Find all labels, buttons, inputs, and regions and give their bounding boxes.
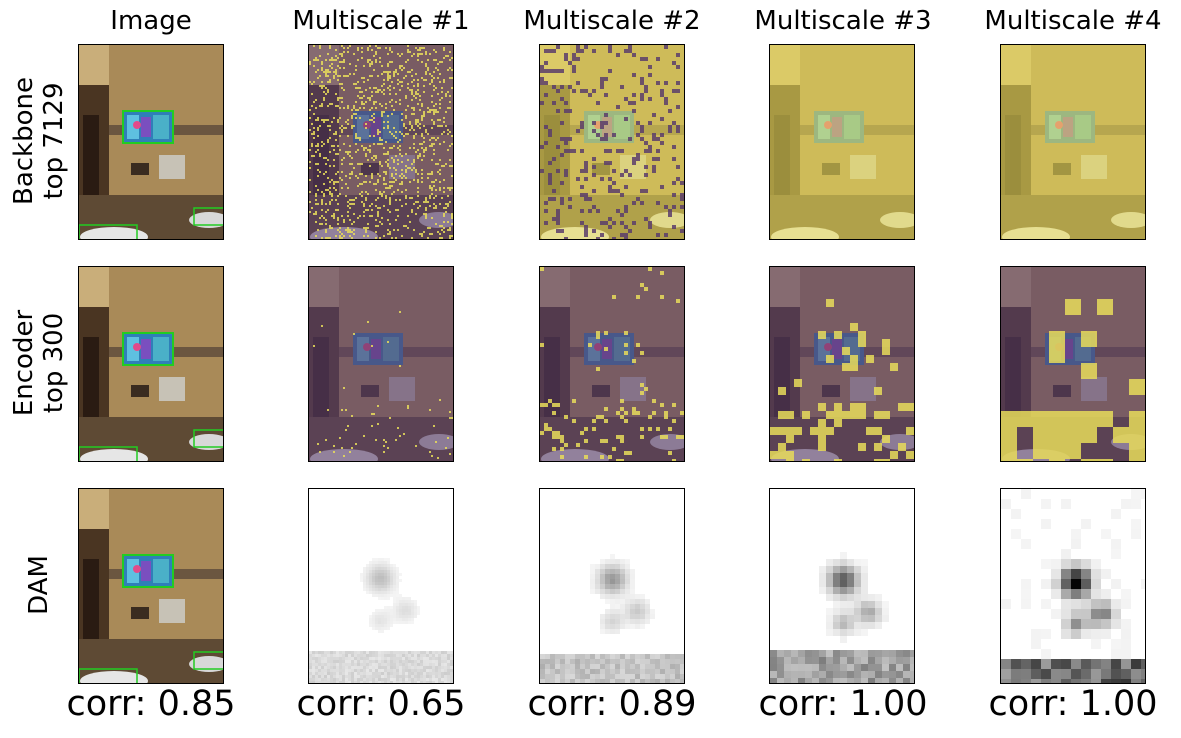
detection-box-monitor bbox=[122, 332, 174, 366]
panel-encoder-image bbox=[78, 266, 224, 462]
detection-box-sink-right bbox=[193, 651, 223, 670]
panel-backbone-image bbox=[78, 44, 224, 240]
column-title-multiscale-2: Multiscale #2 bbox=[523, 6, 701, 36]
panel-encoder-ms2 bbox=[539, 266, 685, 462]
row-label-dam-line1: DAM bbox=[24, 555, 54, 615]
row-label-backbone: Backbone top 7129 bbox=[9, 41, 69, 241]
detection-box-sink-right bbox=[193, 207, 223, 226]
detection-box-sink-right bbox=[193, 429, 223, 448]
column-title-multiscale-3: Multiscale #3 bbox=[754, 6, 932, 36]
panel-encoder-ms4 bbox=[1000, 266, 1146, 462]
detection-box-monitor bbox=[122, 554, 174, 588]
panel-dam-image bbox=[78, 488, 224, 684]
attention-overlay bbox=[770, 45, 914, 239]
attention-overlay bbox=[540, 267, 684, 461]
detection-box-sink-left bbox=[79, 446, 138, 461]
attention-overlay bbox=[1001, 267, 1145, 461]
row-label-dam: DAM bbox=[24, 485, 54, 685]
panel-backbone-ms3 bbox=[769, 44, 915, 240]
dam-heatmap bbox=[540, 554, 684, 683]
attention-overlay bbox=[1001, 45, 1145, 239]
attention-overlay bbox=[309, 267, 453, 461]
panel-backbone-ms4 bbox=[1000, 44, 1146, 240]
row-label-backbone-line1: Backbone bbox=[9, 77, 39, 206]
bathroom-scene-image bbox=[79, 267, 223, 461]
column-title-image: Image bbox=[110, 6, 192, 36]
panel-dam-ms1 bbox=[308, 488, 454, 684]
panel-dam-ms2 bbox=[539, 488, 685, 684]
row-label-encoder: Encoder top 300 bbox=[9, 263, 69, 463]
attention-overlay bbox=[770, 267, 914, 461]
bathroom-scene-image bbox=[79, 45, 223, 239]
corr-label-multiscale-3: corr: 1.00 bbox=[758, 684, 928, 724]
attention-overlay bbox=[540, 45, 684, 239]
row-label-encoder-line1: Encoder bbox=[9, 309, 39, 417]
dam-heatmap bbox=[1001, 489, 1145, 683]
detection-box-sink-left bbox=[79, 668, 138, 683]
panel-encoder-ms1 bbox=[308, 266, 454, 462]
dam-heatmap bbox=[770, 552, 914, 683]
corr-label-multiscale-1: corr: 0.65 bbox=[296, 684, 466, 724]
bathroom-scene-image bbox=[79, 489, 223, 683]
column-title-multiscale-1: Multiscale #1 bbox=[292, 6, 470, 36]
corr-label-multiscale-4: corr: 1.00 bbox=[988, 684, 1158, 724]
detection-box-monitor bbox=[122, 110, 174, 144]
panel-encoder-ms3 bbox=[769, 266, 915, 462]
panel-backbone-ms2 bbox=[539, 44, 685, 240]
row-label-encoder-line2: top 300 bbox=[39, 312, 69, 414]
corr-label-image: corr: 0.85 bbox=[66, 684, 236, 724]
detection-box-sink-left bbox=[79, 224, 138, 239]
row-label-backbone-line2: top 7129 bbox=[39, 82, 69, 200]
corr-label-multiscale-2: corr: 0.89 bbox=[527, 684, 697, 724]
panel-dam-ms4 bbox=[1000, 488, 1146, 684]
column-title-multiscale-4: Multiscale #4 bbox=[984, 6, 1162, 36]
attention-overlay bbox=[309, 45, 453, 239]
dam-heatmap bbox=[309, 558, 453, 683]
panel-backbone-ms1 bbox=[308, 44, 454, 240]
panel-dam-ms3 bbox=[769, 488, 915, 684]
